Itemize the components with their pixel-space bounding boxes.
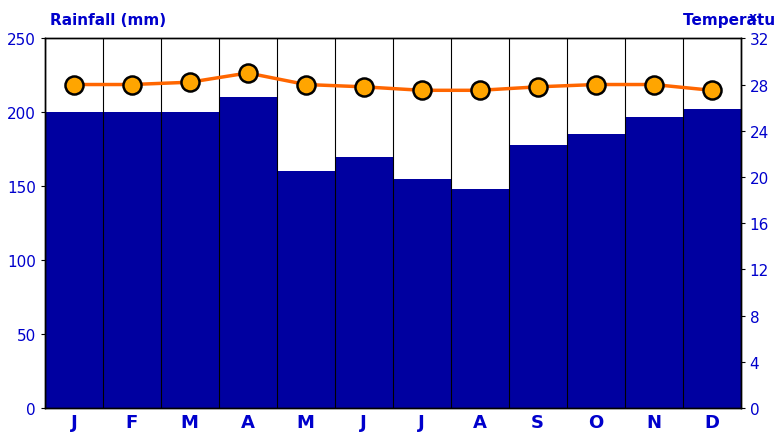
Text: Temperature (°C: Temperature (°C [683,13,776,28]
Bar [161,113,219,408]
Bar [45,113,103,408]
Bar [103,113,161,408]
Bar [625,117,683,408]
Bar [451,190,509,408]
Bar [509,145,566,408]
Bar [219,98,277,408]
Bar [277,172,334,408]
Text: Rainfall (mm): Rainfall (mm) [50,13,167,28]
Text: x: x [749,11,757,24]
Bar [683,110,740,408]
Bar [334,157,393,408]
Bar [393,180,451,408]
Bar [566,135,625,408]
